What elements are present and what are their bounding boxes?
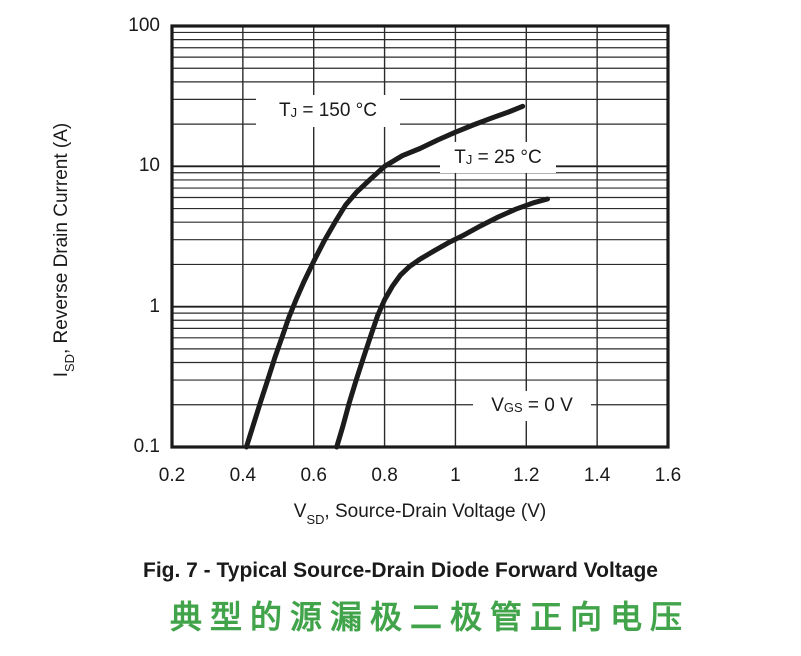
vgs-symbol: V: [491, 395, 504, 416]
y-axis-title-symbol: I: [51, 371, 72, 378]
x-axis-title-subscript: SD: [306, 512, 325, 528]
x-tick-label-1.2: 1.2: [513, 465, 540, 486]
y-tick-label-1: 1: [149, 295, 160, 317]
x-tick-label-0.2: 0.2: [158, 465, 186, 486]
x-tick-label-0.4: 0.4: [229, 465, 257, 486]
vgs-value: = 0 V: [522, 395, 573, 416]
y-tick-label-100: 100: [128, 15, 160, 36]
x-tick-label-1.6: 1.6: [654, 465, 682, 486]
x-axis-title-text: , Source-Drain Voltage (V): [324, 501, 547, 522]
x-tick-label-0.6: 0.6: [300, 465, 327, 486]
x-axis-title: VSD, Source-Drain Voltage (V): [120, 501, 720, 526]
x-axis-title-symbol: V: [293, 501, 307, 522]
figure-caption: Fig. 7 - Typical Source-Drain Diode Forw…: [143, 559, 658, 582]
x-tick-label-0.8: 0.8: [371, 465, 398, 486]
condition-label-vgs: V GS = 0 V: [473, 391, 591, 421]
x-tick-label-1: 1: [450, 465, 461, 486]
y-axis-title-subscript: SD: [62, 354, 78, 372]
curve-tj-150c: [243, 103, 526, 450]
plot-border: [170, 24, 670, 449]
y-axis-title: ISD, Reverse Drain Current (A): [51, 85, 77, 415]
tj25-value: = 25 °C: [472, 146, 542, 168]
tj25-symbol: T: [454, 146, 466, 168]
chart-plot-area: [170, 24, 670, 450]
tj150-symbol: T: [278, 100, 291, 121]
y-tick-label-10: 10: [138, 155, 160, 177]
curve-tj-25c: [334, 196, 550, 450]
figure-caption-chinese: 典型的源漏极二极管正向电压: [169, 599, 690, 635]
y-tick-label-0.1: 0.1: [133, 436, 160, 457]
tj150-value: = 150 °C: [297, 100, 377, 121]
x-tick-label-1.4: 1.4: [583, 465, 611, 486]
y-axis-title-text: , Reverse Drain Current (A): [51, 122, 72, 355]
